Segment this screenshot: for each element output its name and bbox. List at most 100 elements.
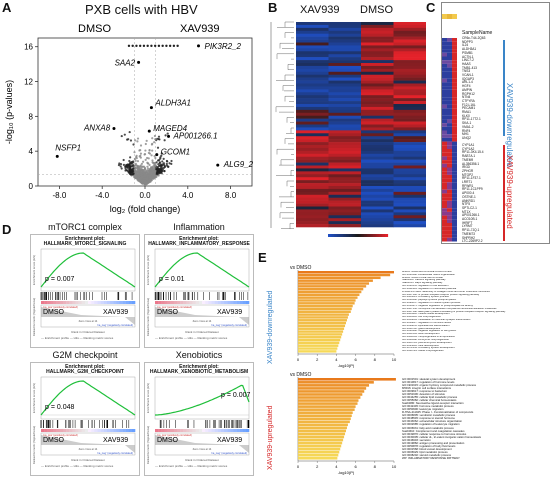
heatmap-cell <box>296 68 329 73</box>
ranking-strip <box>78 429 82 432</box>
group-left: DMSO <box>157 309 179 316</box>
ranking-strip <box>195 301 200 304</box>
data-point <box>139 144 143 147</box>
term-bar <box>298 420 350 424</box>
y-tick-label: 12 <box>24 78 33 87</box>
heatmap-cell <box>296 86 329 90</box>
neg-corr-label: 'na_neg' (negatively correlated) <box>97 451 133 455</box>
heatmap-cell <box>393 86 426 90</box>
heatmap-cell <box>296 22 329 26</box>
heatmap-cell <box>328 174 362 178</box>
heatmap-c-cell <box>447 60 452 64</box>
ranked-metric <box>155 435 249 453</box>
heatmap-cell <box>361 183 394 187</box>
ranking-strip <box>161 429 165 432</box>
term-bar <box>298 444 342 448</box>
heatmap-c-cell <box>447 174 452 179</box>
heatmap-c-cell <box>447 82 452 87</box>
data-point <box>170 162 173 165</box>
ranking-strip <box>214 429 218 432</box>
gene-name: TNS3 <box>462 69 471 74</box>
ranking-strip <box>72 429 76 432</box>
data-point <box>152 161 155 165</box>
data-point <box>158 161 161 164</box>
gene-point <box>147 129 151 133</box>
heatmap-cell <box>296 57 329 61</box>
heatmap-cell <box>361 180 394 184</box>
ranking-strip <box>202 301 206 304</box>
heatmap-cell <box>393 206 426 210</box>
heatmap-cell <box>361 165 394 169</box>
heatmap-c-cell <box>452 71 457 75</box>
heatmap-cell <box>328 54 362 58</box>
heatmap-cell <box>296 212 329 216</box>
term-bar <box>298 273 391 277</box>
p-value: p = 0.007 <box>45 276 74 283</box>
heatmap-cell <box>361 177 394 181</box>
heatmap-cell <box>328 22 362 26</box>
heatmap-c-cell <box>452 126 457 131</box>
gene-name: TMEM73 <box>462 231 475 236</box>
heatmap-c-cell <box>442 67 447 72</box>
term-bar <box>298 307 352 311</box>
heatmap-cell <box>393 209 426 213</box>
gene-name: SPTLC2-1 <box>462 205 477 210</box>
gene-label: ALG9_2 <box>223 160 254 169</box>
heatmap-cell <box>296 127 329 131</box>
gene-name: RMA1 <box>462 110 471 115</box>
gene-point <box>112 127 116 131</box>
rank-axis-label: Rank in Ordered Dataset <box>185 458 218 462</box>
heatmap-c-cell <box>447 219 452 223</box>
ranking-strip <box>116 301 120 304</box>
heatmap-cell <box>393 27 426 32</box>
heatmap-c-cell <box>442 71 447 75</box>
ranking-strip <box>189 301 193 304</box>
ranking-strip <box>236 429 240 432</box>
data-point <box>127 44 131 48</box>
heatmap-cell <box>296 191 329 196</box>
heatmap-cell <box>393 112 426 117</box>
es-frame <box>154 248 250 292</box>
data-point <box>135 155 138 159</box>
group-right: XAV939 <box>103 437 128 444</box>
data-point <box>147 180 151 183</box>
heatmap-cell <box>296 48 329 52</box>
data-point <box>153 154 156 158</box>
pos-corr-label: 'na_pos' (positively correlated) <box>43 433 78 437</box>
data-point <box>145 156 149 160</box>
heatmap-cell <box>328 180 362 184</box>
heatmap-cell <box>296 194 329 199</box>
heatmap-cell <box>328 139 362 143</box>
data-point <box>138 149 141 152</box>
heatmap-cell <box>393 177 426 181</box>
ranking-strip <box>242 429 247 432</box>
term-bar <box>298 290 362 294</box>
heatmap-cell <box>296 39 329 43</box>
heatmap-c-cell <box>442 211 447 216</box>
ranking-strip <box>158 429 162 432</box>
heatmap-cell <box>328 221 362 225</box>
ranking-strip <box>110 429 114 432</box>
term-label: M5884: NABA CORE MATRISOME <box>402 276 443 279</box>
data-point <box>136 140 139 143</box>
heatmap-cell <box>393 24 426 29</box>
term-bar <box>298 330 344 333</box>
term-bar <box>298 296 358 299</box>
gsea-plot: Enrichment plot: HALLMARK_G2M_CHECKPOINT… <box>30 362 140 476</box>
heatmap-cell <box>393 101 426 105</box>
heatmap-c-cell <box>447 78 452 83</box>
heatmap-c-cell <box>447 141 452 146</box>
heatmap-cell <box>328 188 362 193</box>
heatmap-c-cell <box>452 193 457 198</box>
heatmap-c-cell <box>442 126 447 131</box>
term-bar <box>298 441 343 445</box>
ranking-strip <box>167 429 171 432</box>
data-point <box>161 160 164 163</box>
ranking-strip <box>246 429 250 432</box>
term-label: GO:0018108: peptidyl-tyrosine phosphoryl… <box>402 299 457 302</box>
ranking-strip <box>53 301 57 304</box>
data-point <box>167 165 170 168</box>
heatmap-c-cell <box>442 182 447 186</box>
ranking-strip <box>41 429 45 432</box>
heatmap-cell <box>328 153 362 158</box>
